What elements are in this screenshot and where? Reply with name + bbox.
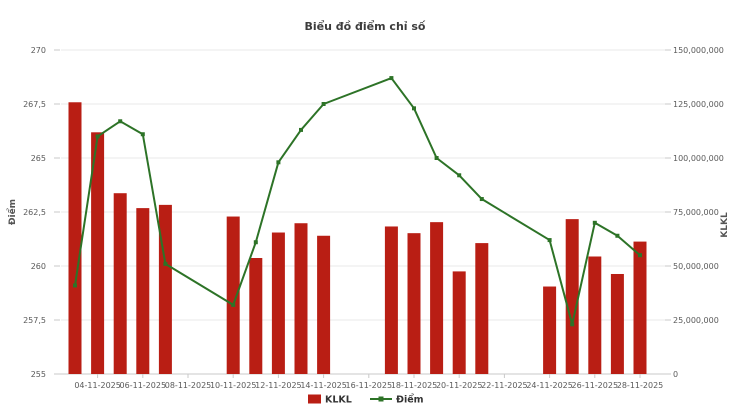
legend-swatch-klkl[interactable] (308, 394, 321, 404)
volume-bar[interactable] (633, 241, 647, 374)
price-line (73, 76, 642, 327)
left-tick-label: 255 (31, 370, 46, 379)
x-axis-labels: 04-11-202506-11-202508-11-202510-11-2025… (74, 381, 663, 390)
volume-bar[interactable] (226, 216, 240, 374)
right-tick-label: 125,000,000 (673, 100, 724, 109)
price-line-path[interactable] (74, 77, 641, 326)
left-tick-label: 267,5 (23, 100, 46, 109)
x-tick-label: 28-11-2025 (617, 381, 664, 390)
volume-bar[interactable] (407, 233, 421, 374)
legend-label-klkl[interactable]: KLKL (325, 395, 352, 406)
volume-bar[interactable] (384, 226, 398, 374)
line-marker[interactable] (638, 253, 642, 258)
left-tick-label: 260 (31, 262, 46, 271)
line-marker[interactable] (615, 233, 620, 238)
x-tick-label: 10-11-2025 (210, 381, 257, 390)
volume-bars (68, 102, 647, 374)
right-axis-title: KLKL (720, 212, 730, 238)
legend-group: KLKL Điểm (308, 394, 424, 406)
line-marker[interactable] (163, 261, 168, 266)
volume-bar[interactable] (68, 102, 82, 374)
line-marker[interactable] (231, 302, 236, 307)
line-marker[interactable] (321, 102, 326, 106)
line-marker[interactable] (276, 160, 281, 165)
volume-bar[interactable] (294, 223, 308, 374)
volume-bar[interactable] (136, 208, 150, 374)
volume-bar[interactable] (317, 235, 331, 374)
volume-bar[interactable] (430, 222, 444, 374)
left-tick-label: 265 (31, 154, 46, 163)
left-tick-label: 262,5 (23, 208, 46, 217)
left-tick-label: 257,5 (23, 316, 46, 325)
x-tick-label: 22-11-2025 (481, 381, 528, 390)
volume-bar[interactable] (158, 204, 172, 374)
line-marker[interactable] (412, 106, 416, 111)
x-tick-label: 08-11-2025 (165, 381, 212, 390)
line-marker[interactable] (592, 220, 597, 225)
x-tick-label: 20-11-2025 (436, 381, 483, 390)
line-marker[interactable] (479, 197, 484, 202)
right-tick-label: 25,000,000 (673, 316, 719, 325)
right-axis-labels: 0 25,000,000 50,000,000 75,000,000 100,000,0… (673, 46, 724, 379)
x-tick-label: 18-11-2025 (391, 381, 438, 390)
volume-bar[interactable] (543, 286, 557, 374)
line-marker[interactable] (389, 76, 394, 81)
volume-bar[interactable] (565, 219, 579, 374)
volume-bar[interactable] (271, 232, 285, 374)
volume-bar[interactable] (452, 271, 466, 374)
x-tick-label: 14-11-2025 (300, 381, 347, 390)
line-marker[interactable] (140, 132, 145, 137)
right-tick-label: 0 (673, 370, 678, 379)
right-tick-label: 150,000,000 (673, 46, 724, 55)
line-marker[interactable] (457, 173, 462, 178)
volume-bar[interactable] (113, 193, 127, 374)
left-tick-label: 270 (31, 46, 46, 55)
line-marker[interactable] (95, 134, 100, 139)
x-tick-label: 12-11-2025 (255, 381, 302, 390)
legend-marker-diem[interactable] (378, 396, 384, 402)
x-tick-label: 26-11-2025 (572, 381, 619, 390)
x-tick-label: 04-11-2025 (74, 381, 121, 390)
volume-bar[interactable] (610, 273, 624, 374)
line-marker[interactable] (253, 240, 258, 245)
left-axis-labels: 255 257,5 260 262,5 265 267,5 270 (23, 46, 46, 379)
right-tick-label: 50,000,000 (673, 262, 719, 271)
volume-bar[interactable] (91, 132, 105, 374)
line-marker[interactable] (570, 322, 575, 327)
right-tick-label: 75,000,000 (673, 208, 719, 217)
volume-bar[interactable] (588, 256, 602, 374)
line-marker[interactable] (434, 156, 439, 160)
left-axis-title: Điểm (6, 199, 18, 225)
x-tick-label: 24-11-2025 (526, 381, 573, 390)
volume-bar[interactable] (249, 258, 263, 374)
x-tick-label: 06-11-2025 (120, 381, 167, 390)
chart-title: Biểu đồ điểm chỉ số (305, 20, 426, 33)
legend: KLKL Điểm (308, 394, 424, 406)
legend-label-diem[interactable]: Điểm (396, 394, 424, 406)
x-tick-label: 16-11-2025 (346, 381, 393, 390)
line-marker[interactable] (118, 119, 123, 124)
line-marker[interactable] (299, 127, 303, 132)
right-tick-label: 100,000,000 (673, 154, 724, 163)
line-marker[interactable] (547, 238, 552, 243)
volume-bar[interactable] (475, 243, 489, 374)
line-marker[interactable] (73, 283, 77, 288)
